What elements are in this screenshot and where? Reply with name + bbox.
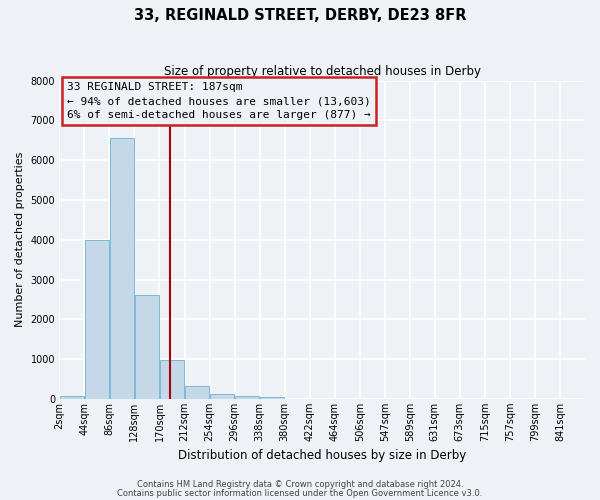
Bar — [110, 138, 134, 399]
Text: Contains public sector information licensed under the Open Government Licence v3: Contains public sector information licen… — [118, 488, 482, 498]
Y-axis label: Number of detached properties: Number of detached properties — [15, 152, 25, 328]
Bar — [235, 396, 259, 399]
Bar — [160, 360, 184, 399]
Bar — [210, 394, 234, 399]
Bar — [185, 386, 209, 399]
Bar — [60, 396, 84, 399]
Bar — [85, 240, 109, 399]
Text: 33, REGINALD STREET, DERBY, DE23 8FR: 33, REGINALD STREET, DERBY, DE23 8FR — [134, 8, 466, 22]
X-axis label: Distribution of detached houses by size in Derby: Distribution of detached houses by size … — [178, 450, 466, 462]
Title: Size of property relative to detached houses in Derby: Size of property relative to detached ho… — [164, 65, 481, 78]
Bar — [135, 296, 159, 399]
Text: 33 REGINALD STREET: 187sqm
← 94% of detached houses are smaller (13,603)
6% of s: 33 REGINALD STREET: 187sqm ← 94% of deta… — [67, 82, 371, 120]
Text: Contains HM Land Registry data © Crown copyright and database right 2024.: Contains HM Land Registry data © Crown c… — [137, 480, 463, 489]
Bar — [260, 396, 284, 399]
